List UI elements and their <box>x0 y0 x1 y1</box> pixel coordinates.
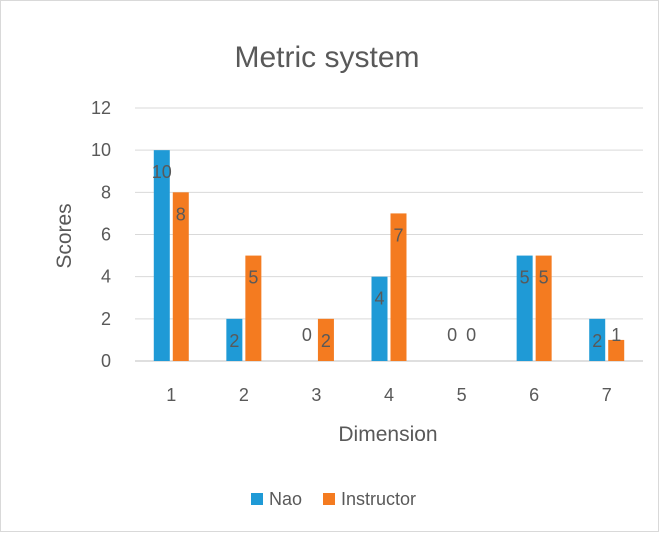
bar-instructor <box>245 255 262 361</box>
x-axis-label: Dimension <box>338 423 437 446</box>
gridlines <box>135 107 643 362</box>
x-tick-label: 5 <box>457 385 467 405</box>
data-label: 2 <box>229 331 239 351</box>
legend-label-instructor: Instructor <box>341 489 416 509</box>
bar-instructor <box>535 255 552 361</box>
y-tick-label: 6 <box>101 225 111 245</box>
bar-instructor <box>390 213 407 361</box>
x-tick-label: 4 <box>384 385 394 405</box>
y-axis-label: Scores <box>53 203 76 268</box>
x-tick-label: 6 <box>529 385 539 405</box>
data-label: 0 <box>447 325 457 345</box>
bars <box>153 150 625 361</box>
data-label: 2 <box>592 331 602 351</box>
y-tick-label: 2 <box>101 309 111 329</box>
data-label: 2 <box>321 331 331 351</box>
bar-instructor <box>172 192 189 361</box>
data-label: 1 <box>611 325 621 345</box>
legend: Nao Instructor <box>251 489 416 509</box>
y-tick-label: 0 <box>101 351 111 371</box>
bar-nao <box>226 318 243 361</box>
y-tick-label: 8 <box>101 182 111 202</box>
bar-nao <box>516 255 533 361</box>
data-label: 5 <box>520 268 530 288</box>
data-label: 10 <box>152 162 172 182</box>
bar-nao <box>371 276 388 361</box>
x-axis-ticks: 1 2 3 4 5 6 7 <box>166 385 611 405</box>
bar-nao <box>589 318 606 361</box>
x-tick-label: 7 <box>602 385 612 405</box>
chart-title: Metric system <box>234 41 419 74</box>
data-label: 8 <box>176 204 186 224</box>
data-label: 0 <box>466 325 476 345</box>
legend-swatch-instructor <box>323 493 335 505</box>
y-axis-ticks: 0 2 4 6 8 10 12 <box>91 98 111 371</box>
bar-instructor <box>317 318 334 361</box>
bar-nao <box>153 150 170 361</box>
data-label: 4 <box>374 289 384 309</box>
data-label: 7 <box>393 225 403 245</box>
data-label: 5 <box>539 268 549 288</box>
data-label: 0 <box>302 325 312 345</box>
y-tick-label: 10 <box>91 140 111 160</box>
y-tick-label: 12 <box>91 98 111 118</box>
bar-instructor <box>608 339 625 361</box>
y-tick-label: 4 <box>101 267 111 287</box>
data-label: 5 <box>248 268 258 288</box>
x-tick-label: 1 <box>166 385 176 405</box>
x-tick-label: 3 <box>311 385 321 405</box>
legend-swatch-nao <box>251 493 263 505</box>
x-tick-label: 2 <box>239 385 249 405</box>
legend-label-nao: Nao <box>269 489 302 509</box>
